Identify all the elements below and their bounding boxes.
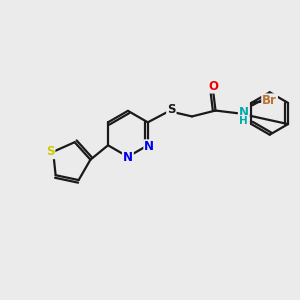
Text: N: N <box>239 106 249 119</box>
Text: H: H <box>239 116 248 126</box>
Text: O: O <box>208 80 218 93</box>
Text: N: N <box>123 152 133 164</box>
Text: N: N <box>144 140 154 153</box>
Text: Br: Br <box>262 94 277 107</box>
Text: S: S <box>46 145 55 158</box>
Text: S: S <box>167 103 176 116</box>
